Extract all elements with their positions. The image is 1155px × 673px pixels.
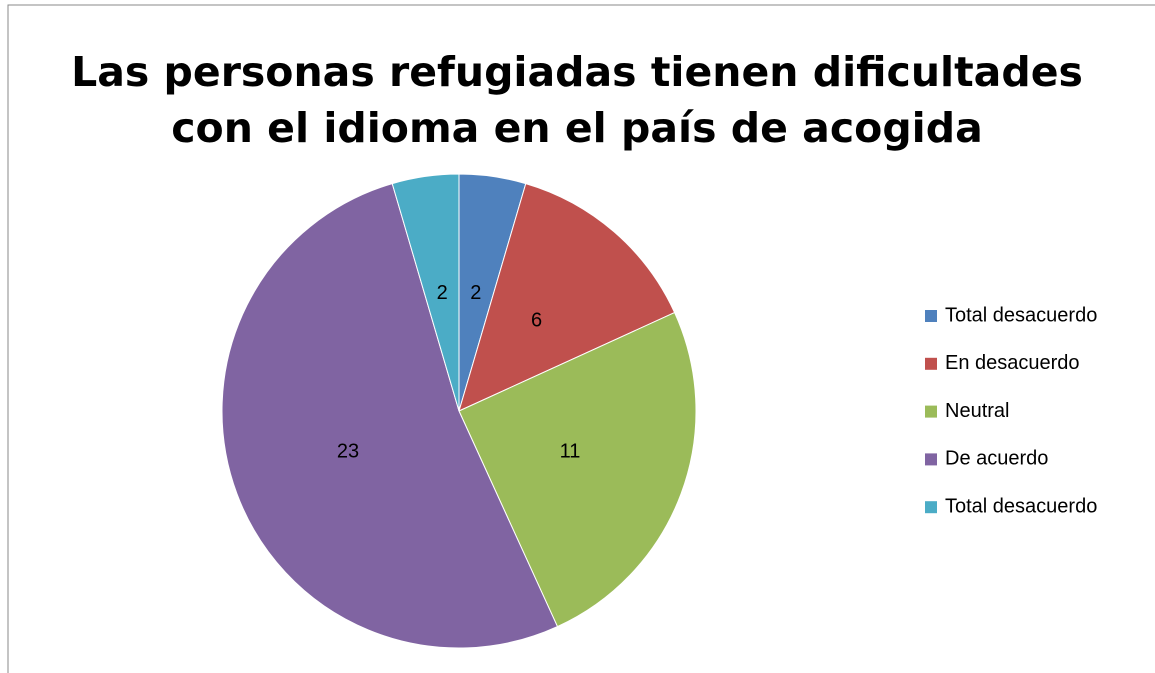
- legend-label: En desacuerdo: [945, 352, 1080, 374]
- pie-slice: [391, 173, 460, 412]
- legend-label: Total desacuerdo: [945, 304, 1097, 326]
- legend-label: Neutral: [945, 400, 1009, 422]
- chart-frame: [7, 4, 1155, 673]
- chart-title: con el idioma en el país de acogida: [171, 104, 983, 152]
- legend-swatch: [925, 453, 937, 466]
- pie-slice: [458, 182, 676, 412]
- data-label: 23: [337, 441, 359, 463]
- legend-swatch: [925, 357, 937, 370]
- legend-swatch: [925, 310, 937, 322]
- legend-swatch: [925, 501, 937, 514]
- pie-slice: [221, 182, 559, 649]
- legend-swatch: [925, 405, 937, 418]
- legend-label: De acuerdo: [945, 448, 1048, 470]
- pie-slice: [458, 311, 697, 628]
- data-label: 6: [531, 310, 542, 332]
- data-label: 2: [437, 282, 448, 304]
- legend-label: Total desacuerdo: [945, 495, 1097, 517]
- data-label: 2: [470, 282, 481, 304]
- chart-title: Las personas refugiadas tienen dificulta…: [71, 48, 1083, 96]
- data-label: 11: [560, 441, 581, 463]
